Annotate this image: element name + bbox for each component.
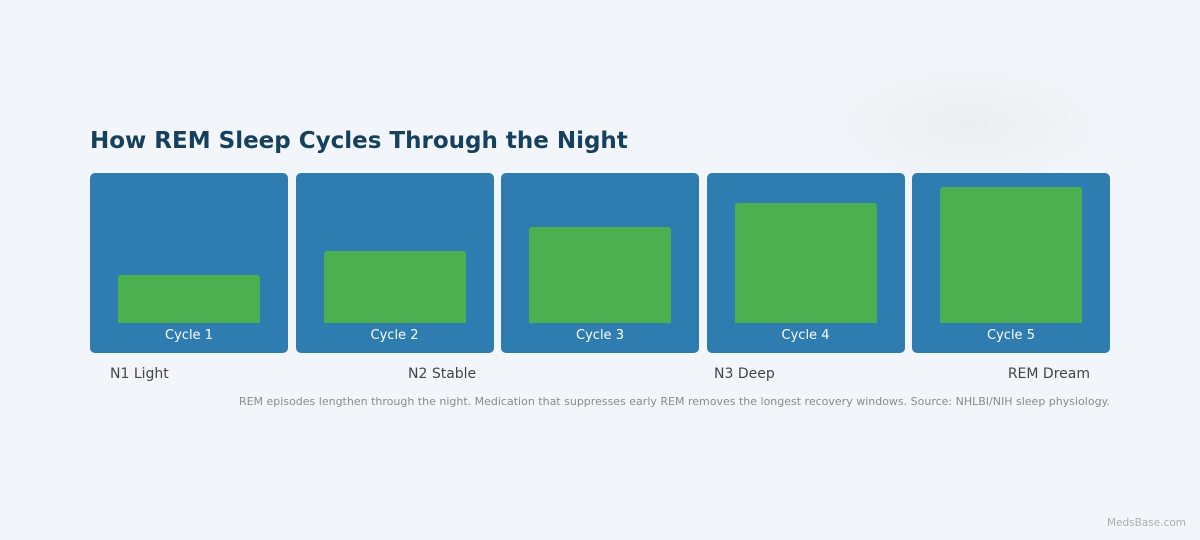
rem-bar	[734, 203, 877, 323]
rem-bar	[529, 227, 671, 323]
stage-label: N1 Light	[110, 366, 169, 382]
cycle-label: Cycle 3	[576, 328, 624, 343]
rem-cycle-chart: Cycle 1 Cycle 2 Cycle 3 Cycle 4 Cycle 5	[90, 173, 1110, 353]
cycle-label: Cycle 2	[370, 328, 419, 343]
chart-title: How REM Sleep Cycles Through the Night	[90, 128, 628, 154]
cycle-panel: Cycle 1	[90, 173, 288, 353]
rem-bar	[940, 187, 1082, 323]
source-note: REM episodes lengthen through the night.…	[238, 395, 1110, 408]
stage-label: REM Dream	[1007, 366, 1090, 382]
rem-bar	[323, 251, 466, 323]
stage-label: N2 Stable	[408, 366, 477, 382]
cycle-panel: Cycle 4	[706, 173, 905, 353]
cycle-label: Cycle 5	[987, 328, 1035, 343]
brand-watermark: MedsBase.com	[1107, 517, 1186, 529]
cycle-panel: Cycle 3	[501, 173, 699, 353]
cycle-panel: Cycle 5	[912, 173, 1110, 353]
sleep-stage-legend: N1 Light N2 Stable N3 Deep REM Dream	[0, 366, 1200, 386]
cycle-panel: Cycle 2	[295, 173, 494, 353]
cycle-label: Cycle 1	[165, 328, 213, 343]
cycle-label: Cycle 4	[781, 328, 830, 343]
background-glow	[820, 60, 1120, 190]
rem-bar	[118, 275, 260, 323]
stage-label: N3 Deep	[714, 366, 775, 382]
